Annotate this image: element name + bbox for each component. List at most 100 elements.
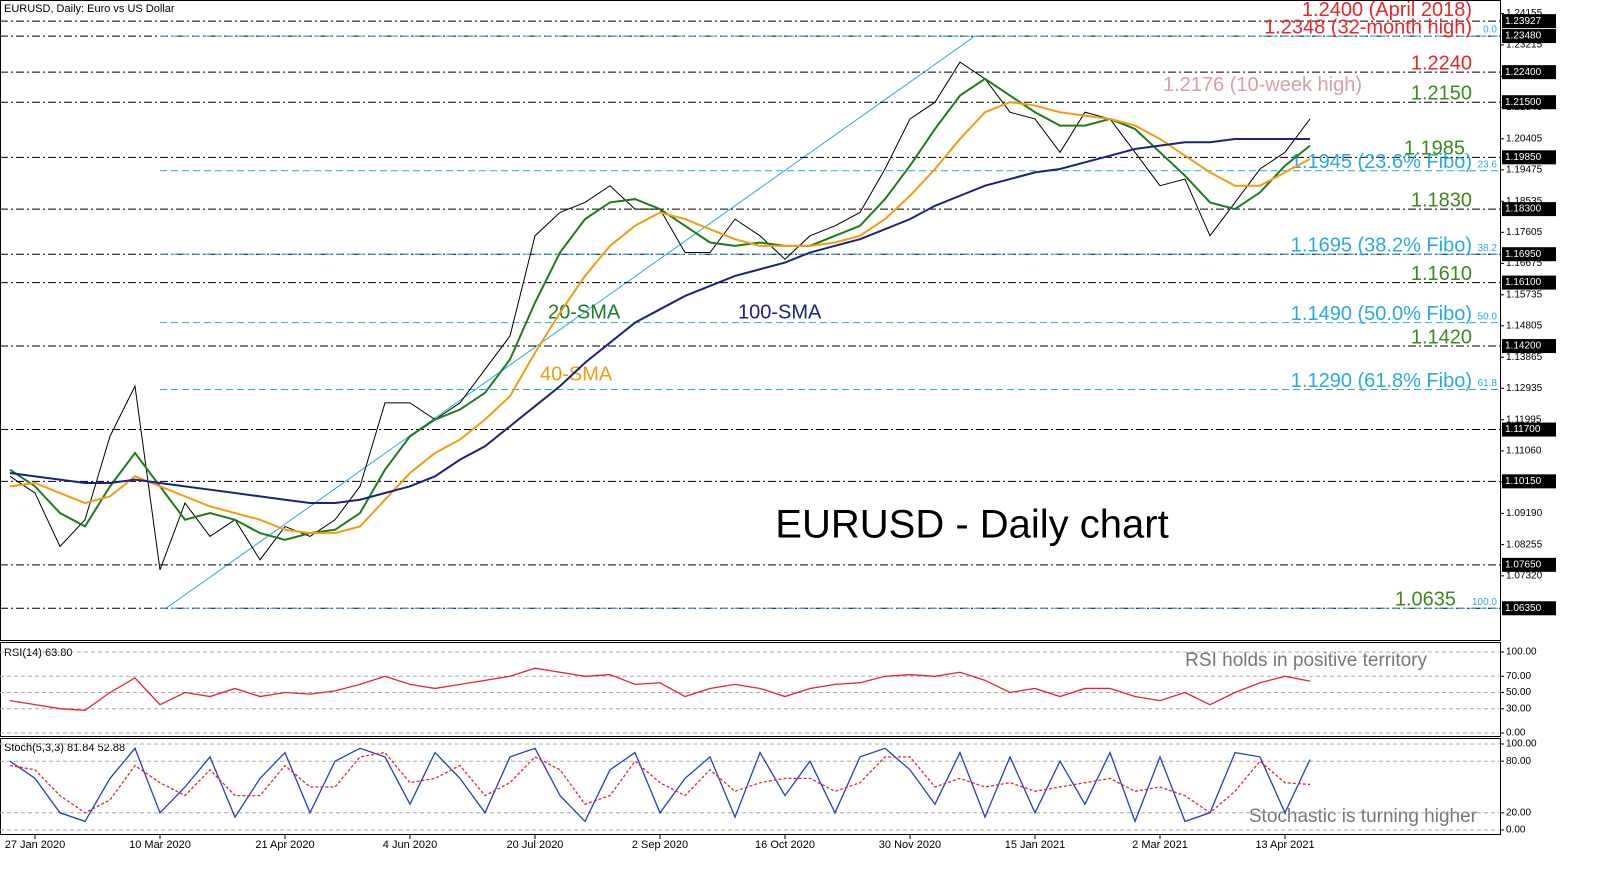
x-tick-label: 2 Sep 2020 <box>632 839 688 851</box>
level-annotation: 1.1610 <box>1411 263 1472 285</box>
rsi-title: RSI(14) 63.80 <box>4 647 72 659</box>
series-line <box>9 77 1311 541</box>
fibo-label: 100.0 <box>1472 597 1497 608</box>
y-tick-label: 1.18535 <box>1506 196 1543 207</box>
level-annotation: 1.1290 (61.8% Fibo) <box>1291 370 1472 392</box>
y-tick-label: 1.24155 <box>1506 8 1543 19</box>
y-tick-label: 0.00 <box>1506 825 1526 836</box>
x-tick-label: 10 Mar 2020 <box>129 839 191 851</box>
y-tick-label: 1.14805 <box>1506 320 1543 331</box>
y-tick-label: 80.00 <box>1506 756 1531 767</box>
y-tick-label: 1.07320 <box>1506 571 1543 582</box>
y-tick-label: 20.00 <box>1506 807 1531 818</box>
level-annotation: 1.1420 <box>1411 326 1472 348</box>
level-annotation: 1.1695 (38.2% Fibo) <box>1291 234 1472 256</box>
x-tick-label: 21 Apr 2020 <box>255 839 314 851</box>
fibo-label: 61.8 <box>1478 378 1498 389</box>
stoch-title: Stoch(5,3,3) 81.84 52.88 <box>4 742 125 754</box>
x-tick-label: 20 Jul 2020 <box>507 839 564 851</box>
level-annotation: 1.2348 (32-month high) <box>1264 16 1472 38</box>
y-tick-label: 70.00 <box>1506 671 1531 682</box>
level-box <box>1502 474 1556 489</box>
level-label: 1.22400 <box>1505 67 1542 78</box>
level-box <box>1502 339 1556 354</box>
level-box <box>1502 150 1556 165</box>
level-box <box>1502 422 1556 437</box>
level-label: 1.06350 <box>1505 603 1542 614</box>
chart-label: EURUSD - Daily chart <box>775 503 1168 547</box>
level-label: 1.19850 <box>1505 152 1542 163</box>
fibo-label: 38.2 <box>1478 243 1498 254</box>
y-tick-label: 1.11995 <box>1506 414 1542 425</box>
series-line <box>9 751 1311 814</box>
y-tick-label: 100.00 <box>1506 739 1537 750</box>
level-annotation: 1.1985 <box>1404 138 1465 160</box>
series-label: 100-SMA <box>738 301 822 323</box>
y-tick-label: 1.09190 <box>1506 508 1543 519</box>
y-tick-label: 1.08255 <box>1506 539 1543 550</box>
level-annotation: 1.1830 <box>1411 189 1472 211</box>
y-tick-label: 30.00 <box>1506 703 1531 714</box>
level-box <box>1502 601 1556 616</box>
level-box <box>1502 65 1556 80</box>
y-tick-label: 1.19475 <box>1506 164 1543 175</box>
x-tick-label: 27 Jan 2020 <box>5 839 66 851</box>
level-label: 1.18300 <box>1505 204 1542 215</box>
level-annotation: 1.2176 (10-week high) <box>1163 74 1362 96</box>
level-label: 1.23480 <box>1505 31 1542 42</box>
y-tick-label: 1.16675 <box>1506 258 1543 269</box>
x-tick-label: 13 Apr 2021 <box>1255 839 1314 851</box>
stoch-annotation: Stochastic is turning higher <box>1249 806 1478 827</box>
y-tick-label: 100.00 <box>1506 647 1537 658</box>
level-box <box>1502 95 1556 110</box>
level-box <box>1502 202 1556 217</box>
level-annotation: 1.0635 <box>1395 589 1456 611</box>
y-tick-label: 1.20405 <box>1506 133 1543 144</box>
x-tick-label: 4 Jun 2020 <box>383 839 437 851</box>
stoch-panel-frame <box>0 738 1501 835</box>
level-annotation: 1.2240 <box>1411 52 1472 74</box>
y-tick-label: 1.13865 <box>1506 352 1543 363</box>
y-tick-label: 1.11060 <box>1506 446 1542 457</box>
x-tick-label: 2 Mar 2021 <box>1132 839 1188 851</box>
x-tick-label: 16 Oct 2020 <box>755 839 815 851</box>
level-label: 1.16950 <box>1505 249 1542 260</box>
level-label: 1.14200 <box>1505 341 1542 352</box>
level-label: 1.07650 <box>1505 559 1542 570</box>
level-box <box>1502 247 1556 262</box>
fibo-label: 50.0 <box>1478 311 1498 322</box>
fibo-label: 0.0 <box>1483 25 1497 36</box>
series-line <box>9 747 1311 824</box>
series-line <box>9 101 1311 535</box>
level-annotation: 1.1945 (23.6% Fibo) <box>1291 151 1472 173</box>
y-tick-label: 0.00 <box>1506 728 1526 739</box>
y-tick-label: 1.15735 <box>1506 289 1543 300</box>
level-label: 1.23927 <box>1505 16 1542 27</box>
chart-title: EURUSD, Daily: Euro vs US Dollar <box>4 3 175 15</box>
level-annotation: 1.2150 <box>1411 82 1472 104</box>
level-annotation: 1.1490 (50.0% Fibo) <box>1291 303 1472 325</box>
fibo-label: 23.6 <box>1478 159 1498 170</box>
x-tick-label: 15 Jan 2021 <box>1005 839 1066 851</box>
rsi-annotation: RSI holds in positive territory <box>1185 650 1427 671</box>
level-label: 1.11700 <box>1505 424 1541 435</box>
series-line <box>9 137 1310 505</box>
level-box <box>1502 275 1556 290</box>
x-tick-label: 30 Nov 2020 <box>879 839 941 851</box>
level-box <box>1502 14 1556 29</box>
level-box <box>1502 557 1556 572</box>
series-line <box>9 667 1311 711</box>
y-tick-label: 50.00 <box>1506 687 1531 698</box>
level-label: 1.21500 <box>1505 97 1542 108</box>
price-panel-frame <box>0 0 1501 641</box>
y-tick-label: 1.23215 <box>1506 40 1543 51</box>
rsi-panel-frame <box>0 642 1501 737</box>
y-tick-label: 1.12935 <box>1506 383 1543 394</box>
series-label: 20-SMA <box>548 301 621 323</box>
y-tick-label: 1.17605 <box>1506 227 1543 238</box>
series-label: 40-SMA <box>540 363 613 385</box>
level-annotation: 1.2400 (April 2018) <box>1302 0 1472 21</box>
